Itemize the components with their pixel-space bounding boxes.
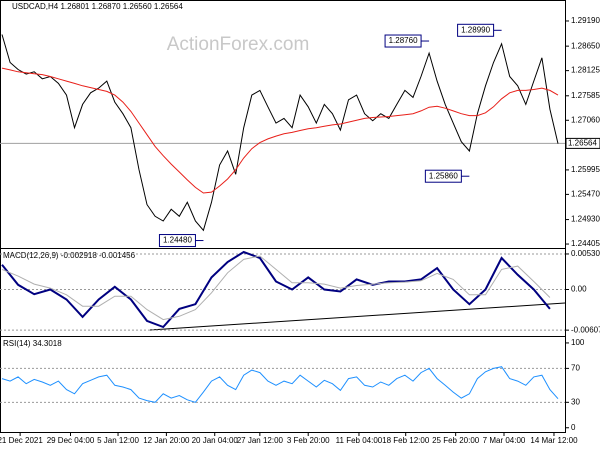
series-line [1,250,551,329]
annotation-box [457,23,495,37]
annotation-box [424,169,462,183]
y-tick-label: 70 [571,363,580,372]
y-tick-label: 1.27585 [571,91,600,100]
x-tick-label: 27 Jan 12:00 [237,436,284,445]
annotation-box [158,234,196,248]
chart-title: USDCAD,H4 1.26801 1.26870 1.26560 1.2656… [12,2,183,11]
panel-title: RSI(14) 34.3018 [3,339,62,348]
x-tick-label: 18 Feb 12:00 [382,436,430,445]
annotation-label: 1.28990 [461,25,490,34]
y-tick-label: 30 [571,397,580,406]
x-tick-label: 29 Dec 04:00 [47,436,95,445]
series-line [1,34,559,232]
x-tick-label: 12 Jan 20:00 [143,436,190,445]
last-price-label: 1.26564 [568,139,597,148]
annotation-label: 1.24480 [163,236,192,245]
y-tick-label: 100 [571,338,585,347]
y-tick-label: 0.00 [571,285,587,294]
trend-line [149,302,566,331]
x-tick-label: 21 Dec 2021 [0,436,43,445]
x-tick-label: 7 Mar 04:00 [483,436,526,445]
series-line [1,366,559,403]
frame [0,0,566,433]
y-tick-label: 0 [571,423,576,432]
y-tick-label: 1.24930 [571,215,600,224]
y-tick-label: 1.25470 [571,190,600,199]
y-tick-label: 1.28125 [571,66,600,75]
watermark: ActionForex.com [167,34,310,55]
series-line [1,255,551,321]
x-tick-label: 14 Mar 12:00 [530,436,578,445]
last-price-box [565,137,600,149]
y-tick-label: -0.006074 [571,325,600,334]
y-tick-label: 1.27060 [571,115,600,124]
y-tick-label: 1.24405 [571,239,600,248]
y-tick-label: 0.005307 [571,249,600,258]
annotation-label: 1.28760 [389,36,418,45]
x-tick-label: 5 Jan 12:00 [97,436,139,445]
x-tick-label: 25 Feb 20:00 [432,436,480,445]
x-tick-label: 11 Feb 04:00 [336,436,383,445]
series-line [1,67,559,194]
panel-title: MACD(12,26,9) -0.002918 -0.001456 [3,251,136,260]
x-tick-label: 20 Jan 04:00 [192,436,239,445]
y-tick-label: 1.28650 [571,41,600,50]
annotation-box [384,34,422,48]
annotation-label: 1.25860 [429,171,458,180]
y-tick-label: 1.25995 [571,165,600,174]
x-tick-label: 3 Feb 20:00 [287,436,330,445]
y-tick-label: 1.29190 [571,16,600,25]
